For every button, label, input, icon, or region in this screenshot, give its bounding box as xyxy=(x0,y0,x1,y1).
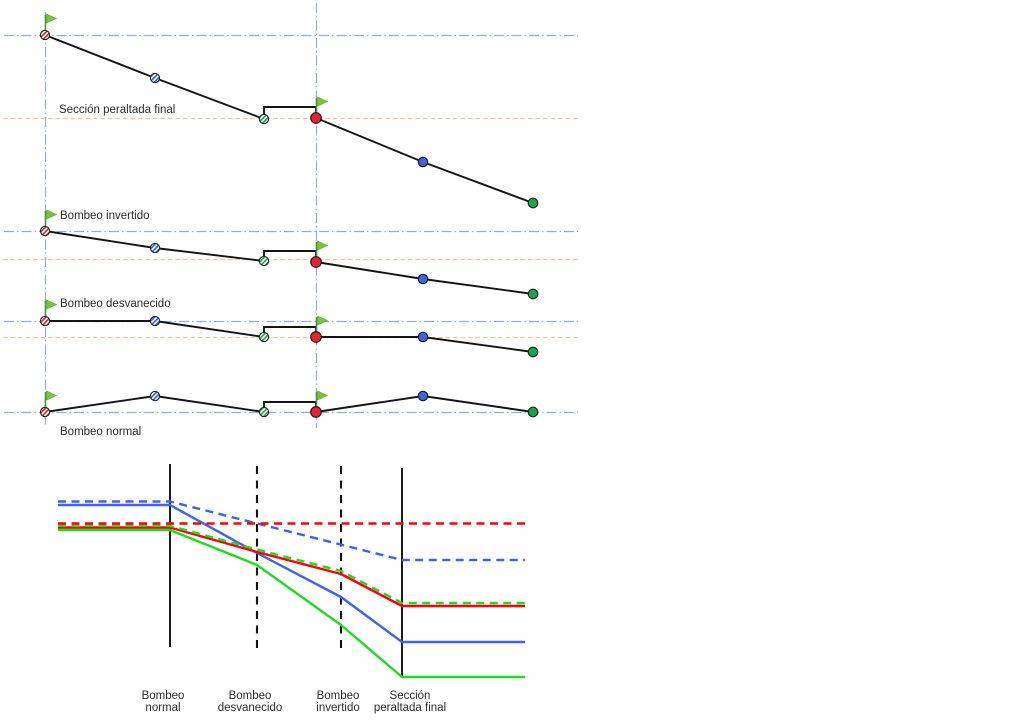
transition-chart: Bombeo normal Bombeo desvanecido Bombeo inver… xyxy=(58,464,525,714)
grip-dot-blue-icon xyxy=(417,273,429,285)
flag-pennant xyxy=(46,209,58,220)
flag-icon xyxy=(44,209,58,229)
grip-dot-red-icon xyxy=(310,112,322,124)
flag-pennant xyxy=(46,299,58,310)
flag-pennant xyxy=(46,13,58,24)
grip-hatch-blue-icon xyxy=(149,242,161,254)
section-label-seccion-peraltada-final: Sección peraltada final xyxy=(59,104,175,116)
station-bombeo-desvanecido-label: Bombeo desvanecido xyxy=(218,690,283,714)
guide-lines xyxy=(3,3,580,428)
grip-dot-green-icon xyxy=(527,288,539,300)
blue-dashed-line xyxy=(58,500,525,562)
flag-pennant xyxy=(317,390,329,401)
station-seccion-peraltada-final-label: Sección peraltada final xyxy=(374,690,446,714)
grip-dot-blue-icon xyxy=(417,331,429,343)
section-seccion-peraltada-final: Sección peraltada final xyxy=(39,13,539,209)
section-bombeo-invertido: Bombeo invertido xyxy=(39,209,539,300)
section-label-bombeo-invertido: Bombeo invertido xyxy=(60,210,150,222)
station-bombeo-invertido-label: Bombeo invertido xyxy=(316,690,359,714)
section-label-bombeo-desvanecido: Bombeo desvanecido xyxy=(60,298,171,310)
grip-hatch-green-icon xyxy=(258,255,270,267)
green-dashed-line xyxy=(58,524,525,605)
grip-dot-green-icon xyxy=(527,406,539,418)
flag-icon xyxy=(44,299,58,319)
flag-icon xyxy=(44,390,58,410)
grip-hatch-blue-icon xyxy=(149,315,161,327)
grip-dot-red-icon xyxy=(310,331,322,343)
flag-pennant xyxy=(317,96,329,107)
grip-hatch-red-icon xyxy=(39,225,51,237)
curb-step xyxy=(263,250,317,262)
section-bombeo-desvanecido: Bombeo desvanecido xyxy=(39,298,539,358)
grip-dot-blue-icon xyxy=(417,390,429,402)
grip-hatch-green-icon xyxy=(258,406,270,418)
section-bombeo-normal: Bombeo normal xyxy=(39,390,539,438)
grip-hatch-red-icon xyxy=(39,29,51,41)
green-solid-line xyxy=(58,528,525,679)
flag-pennant xyxy=(317,240,329,251)
blue-solid-line xyxy=(58,503,525,644)
grip-hatch-red-icon xyxy=(39,315,51,327)
flag-icon xyxy=(44,13,58,33)
section-label-bombeo-normal: Bombeo normal xyxy=(60,426,141,438)
flag-pennant xyxy=(46,390,58,401)
station-bombeo-normal-label: Bombeo normal xyxy=(142,690,185,714)
grip-dot-red-icon xyxy=(310,406,322,418)
grip-dot-red-icon xyxy=(310,256,322,268)
grip-hatch-red-icon xyxy=(39,406,51,418)
grip-hatch-green-icon xyxy=(258,113,270,125)
curb-step xyxy=(263,106,317,119)
curb-step xyxy=(263,326,317,337)
grip-dot-green-icon xyxy=(527,197,539,209)
grip-hatch-green-icon xyxy=(258,331,270,343)
grip-hatch-blue-icon xyxy=(149,390,161,402)
curb-step xyxy=(263,401,317,412)
grip-hatch-blue-icon xyxy=(149,72,161,84)
red-solid-line xyxy=(58,526,525,608)
flag-pennant xyxy=(317,315,329,326)
grip-dot-green-icon xyxy=(527,346,539,358)
grip-dot-blue-icon xyxy=(417,156,429,168)
